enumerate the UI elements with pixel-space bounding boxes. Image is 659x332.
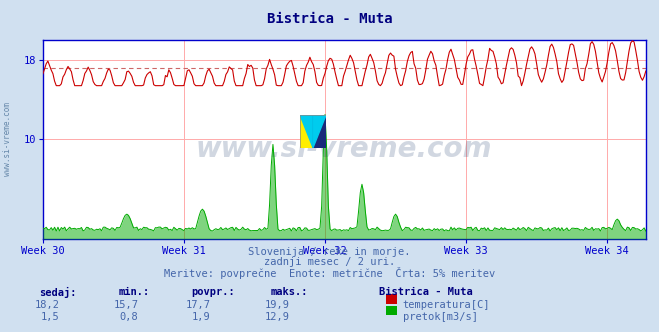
Text: Bistrica - Muta: Bistrica - Muta [379, 287, 473, 297]
Text: 0,8: 0,8 [120, 312, 138, 322]
Text: pretok[m3/s]: pretok[m3/s] [403, 312, 478, 322]
Text: 15,7: 15,7 [113, 300, 138, 310]
Polygon shape [300, 115, 313, 148]
Text: 17,7: 17,7 [186, 300, 211, 310]
Polygon shape [313, 115, 326, 148]
Text: 18,2: 18,2 [34, 300, 59, 310]
Text: 1,5: 1,5 [41, 312, 59, 322]
Text: sedaj:: sedaj: [40, 287, 77, 298]
Text: Meritve: povprečne  Enote: metrične  Črta: 5% meritev: Meritve: povprečne Enote: metrične Črta:… [164, 267, 495, 279]
Text: 12,9: 12,9 [265, 312, 290, 322]
Polygon shape [300, 115, 313, 148]
Text: maks.:: maks.: [270, 287, 308, 297]
Text: www.si-vreme.com: www.si-vreme.com [196, 135, 492, 163]
Text: Bistrica - Muta: Bistrica - Muta [267, 12, 392, 26]
Text: 19,9: 19,9 [265, 300, 290, 310]
Polygon shape [313, 115, 326, 148]
Text: povpr.:: povpr.: [191, 287, 235, 297]
Text: 1,9: 1,9 [192, 312, 211, 322]
Text: zadnji mesec / 2 uri.: zadnji mesec / 2 uri. [264, 257, 395, 267]
Text: temperatura[C]: temperatura[C] [403, 300, 490, 310]
Text: Slovenija / reke in morje.: Slovenija / reke in morje. [248, 247, 411, 257]
Text: www.si-vreme.com: www.si-vreme.com [3, 103, 13, 176]
Text: min.:: min.: [119, 287, 150, 297]
